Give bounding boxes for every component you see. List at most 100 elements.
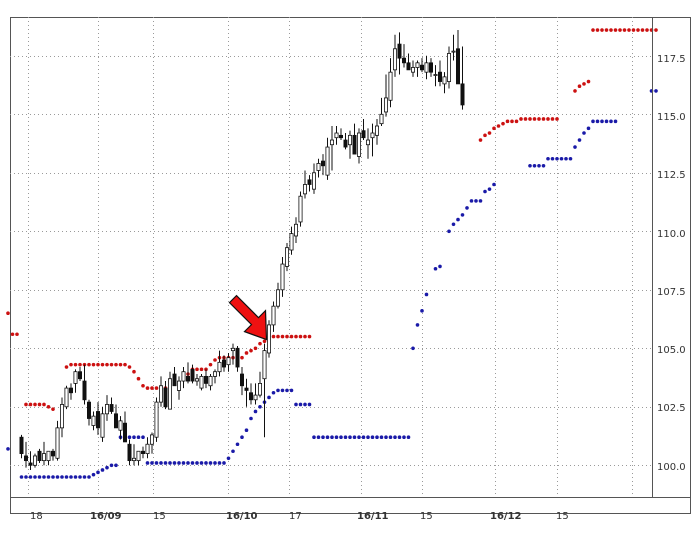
sar-dot <box>154 386 159 390</box>
y-tick-label: 115.0 <box>657 112 686 123</box>
candle-body <box>131 457 136 462</box>
sar-dot <box>87 362 91 367</box>
sar-dot <box>573 89 577 93</box>
candle-body <box>235 347 240 368</box>
sar-dot <box>600 119 604 124</box>
sar-dot <box>555 117 559 121</box>
sar-dot <box>235 442 240 447</box>
sar-dot <box>487 187 492 191</box>
candle-body <box>199 375 204 389</box>
candle-body <box>293 223 298 237</box>
sar-dot <box>613 28 618 32</box>
sar-dot <box>123 362 127 367</box>
sar-dots <box>6 28 658 479</box>
sar-dot <box>42 402 46 407</box>
sar-dot <box>280 334 285 339</box>
candle-body <box>370 132 375 139</box>
sar-dot <box>298 402 303 407</box>
sar-dot <box>190 461 195 465</box>
candle-body <box>266 324 271 354</box>
sar-dot <box>600 28 604 32</box>
sar-dot <box>240 435 244 440</box>
sar-dot <box>10 332 15 337</box>
candle-body <box>379 113 384 125</box>
candle-body <box>185 375 190 382</box>
candle-body <box>307 179 312 185</box>
sar-dot <box>555 156 559 161</box>
candle-body <box>365 139 370 146</box>
candle-body <box>253 394 258 401</box>
candle-body <box>78 371 83 380</box>
candle-body <box>60 404 65 429</box>
sar-dot <box>469 199 474 203</box>
candle-body <box>114 413 119 429</box>
sar-dot <box>60 475 64 479</box>
sar-dot <box>69 475 73 479</box>
sar-dot <box>46 405 51 409</box>
candle-body <box>33 455 38 466</box>
candle-body <box>424 62 429 73</box>
sar-dot <box>253 346 258 351</box>
candle-body <box>91 415 96 426</box>
sar-dot <box>127 365 132 369</box>
sar-dot <box>55 475 60 479</box>
sar-dot <box>550 117 555 121</box>
candle-body <box>320 160 325 167</box>
sar-dot <box>213 461 217 465</box>
sar-dot <box>609 119 613 124</box>
sar-dot <box>523 117 528 121</box>
sar-dot <box>28 475 33 479</box>
sar-dot <box>537 163 541 168</box>
sar-dot <box>492 182 496 187</box>
sar-dot <box>519 117 523 121</box>
x-tick-label: 15 <box>420 511 433 522</box>
axes: 100.0 102.5 105.0 107.5 110.0 112.5 115.… <box>10 17 690 522</box>
x-tick-label: 16/11 <box>357 511 389 522</box>
candle-body <box>221 359 226 368</box>
sar-dot <box>532 117 537 121</box>
sar-dot <box>541 163 546 168</box>
sar-dot <box>145 461 150 465</box>
sar-dot <box>105 465 109 470</box>
sar-dot <box>586 126 591 131</box>
annotation-arrow <box>228 294 268 341</box>
sar-dot <box>487 131 492 135</box>
sar-dot <box>550 156 555 161</box>
sar-dot <box>357 435 361 440</box>
candle-body <box>325 146 330 176</box>
sar-dot <box>420 309 424 313</box>
sar-dot <box>195 461 199 465</box>
candle-body <box>158 385 163 403</box>
sar-dot <box>150 461 154 465</box>
sar-dot <box>258 341 262 346</box>
sar-dot <box>100 362 105 367</box>
y-tick-labels: 100.0 102.5 105.0 107.5 110.0 112.5 115.… <box>657 54 686 473</box>
sar-dot <box>343 435 348 440</box>
x-tick-label: 16/12 <box>490 511 522 522</box>
sar-dot <box>276 334 280 339</box>
candle-body <box>105 404 110 415</box>
sar-dot <box>114 362 118 367</box>
candle-body <box>203 375 208 384</box>
candle-body <box>428 62 433 73</box>
grid-lines <box>10 17 652 497</box>
sar-dot <box>285 334 289 339</box>
candle-body <box>356 132 361 157</box>
sar-dot <box>78 475 82 479</box>
y-tick-label: 117.5 <box>657 54 686 65</box>
sar-dot <box>528 163 532 168</box>
sar-dot <box>73 475 78 479</box>
candle-body <box>311 172 316 190</box>
candle-body <box>64 387 69 408</box>
sar-dot <box>505 119 510 124</box>
sar-dot <box>474 199 478 203</box>
candle-body <box>176 380 181 391</box>
sar-dot <box>582 82 586 86</box>
sar-dot <box>325 435 330 440</box>
sar-dot <box>109 463 114 468</box>
sar-dot <box>645 28 649 32</box>
sar-dot <box>6 447 10 451</box>
sar-dot <box>532 163 537 168</box>
